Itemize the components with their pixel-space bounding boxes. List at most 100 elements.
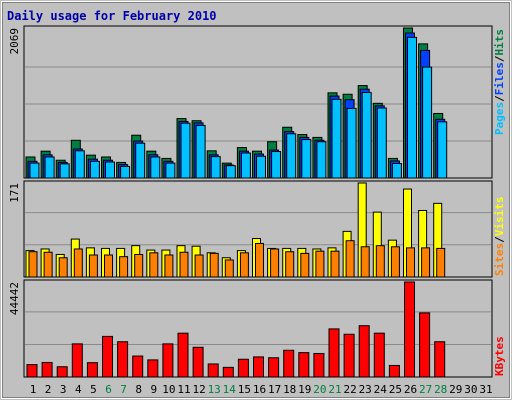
bar-kbytes <box>328 328 340 378</box>
bar-kbytes <box>434 341 446 378</box>
bar-sites <box>224 259 234 278</box>
bar-kbytes <box>404 281 415 378</box>
bar-kbytes <box>132 355 144 378</box>
bar-pages <box>240 152 251 179</box>
x-tick-label: 31 <box>479 383 492 396</box>
x-tick-label: 16 <box>253 383 266 396</box>
bar-pages <box>150 156 161 179</box>
x-tick-label: 1 <box>30 383 37 396</box>
bars-pages-files-hits <box>25 27 448 179</box>
legend-pages: Pages <box>493 102 506 135</box>
bar-pages <box>44 156 55 179</box>
bar-sites <box>58 257 68 278</box>
x-tick-label: 27 <box>419 383 432 396</box>
bar-pages <box>301 139 312 179</box>
x-tick-label: 21 <box>328 383 341 396</box>
bar-pages <box>225 165 236 179</box>
bar-sites <box>179 251 189 278</box>
bar-sites <box>28 251 38 278</box>
bar-sites <box>300 252 310 278</box>
x-tick-label: 19 <box>298 383 311 396</box>
bar-sites <box>285 251 295 278</box>
bar-kbytes <box>162 343 174 378</box>
legend-hits: Hits <box>493 29 506 56</box>
bar-sites <box>375 245 385 278</box>
bar-pages <box>195 124 206 179</box>
bar-kbytes <box>283 349 295 378</box>
x-tick-label: 4 <box>75 383 82 396</box>
bar-sites <box>239 252 249 278</box>
bar-kbytes <box>71 343 83 378</box>
x-tick-label: 6 <box>105 383 112 396</box>
legend-top: Pages/Files/Hits <box>493 29 506 135</box>
x-tick-label: 7 <box>120 383 127 396</box>
y-max-label-bot: 44442 <box>8 282 21 315</box>
bar-kbytes <box>237 358 249 378</box>
bar-kbytes <box>41 361 53 378</box>
bar-sites <box>270 248 280 278</box>
x-tick-label: 22 <box>343 383 356 396</box>
bar-sites <box>134 253 144 278</box>
x-tick-label: 9 <box>150 383 157 396</box>
x-tick-label: 30 <box>464 383 477 396</box>
legend-separator: / <box>493 236 506 243</box>
x-tick-label: 20 <box>313 383 326 396</box>
bar-sites <box>390 246 400 278</box>
bar-kbytes <box>419 312 431 378</box>
x-tick-label: 2 <box>45 383 52 396</box>
x-tick-label: 25 <box>389 383 402 396</box>
x-tick-label: 10 <box>162 383 175 396</box>
bar-pages <box>180 122 191 179</box>
bar-sites <box>43 251 53 278</box>
bar-sites <box>119 256 129 278</box>
bar-sites <box>436 247 446 278</box>
bar-sites <box>406 247 415 278</box>
bar-sites <box>88 254 98 278</box>
bar-pages <box>391 163 402 179</box>
bar-kbytes <box>343 333 355 378</box>
bars-sites-visits <box>25 182 446 278</box>
bar-kbytes <box>102 335 113 378</box>
bar-kbytes <box>313 352 325 378</box>
legend-mid: Sites/Visits <box>493 197 506 277</box>
bar-pages <box>29 162 40 179</box>
bar-pages <box>437 121 448 179</box>
x-tick-label: 15 <box>238 383 251 396</box>
legend-visits: Visits <box>493 197 506 237</box>
bar-pages <box>286 133 297 179</box>
x-tick-label: 17 <box>268 383 281 396</box>
bar-sites <box>330 250 340 278</box>
bar-pages <box>361 91 372 179</box>
bar-sites <box>209 252 219 278</box>
bar-kbytes <box>56 366 68 378</box>
x-tick-label: 23 <box>359 383 372 396</box>
bar-pages <box>165 162 176 179</box>
bar-sites <box>360 246 370 278</box>
bar-pages <box>407 36 417 179</box>
bar-kbytes <box>373 332 385 378</box>
legend-files: Files <box>493 62 506 95</box>
bar-kbytes <box>388 364 400 378</box>
bar-pages <box>316 141 327 179</box>
bar-sites <box>345 240 355 278</box>
bar-pages <box>105 161 115 179</box>
bar-sites <box>255 242 264 278</box>
chart-title: Daily usage for February 2010 <box>7 9 217 23</box>
x-tick-label: 11 <box>177 383 190 396</box>
bar-kbytes <box>192 346 204 378</box>
bar-kbytes <box>26 364 38 378</box>
bar-kbytes <box>207 363 219 378</box>
bar-pages <box>59 163 70 179</box>
bar-sites <box>315 250 325 278</box>
y-max-label-top: 2069 <box>8 28 21 55</box>
bar-kbytes <box>117 341 129 378</box>
bar-sites <box>104 254 113 278</box>
legend-kbytes: KBytes <box>493 336 506 376</box>
bar-pages <box>120 165 131 179</box>
bar-pages <box>271 151 282 179</box>
bar-sites <box>164 254 174 278</box>
bar-sites <box>421 247 431 278</box>
